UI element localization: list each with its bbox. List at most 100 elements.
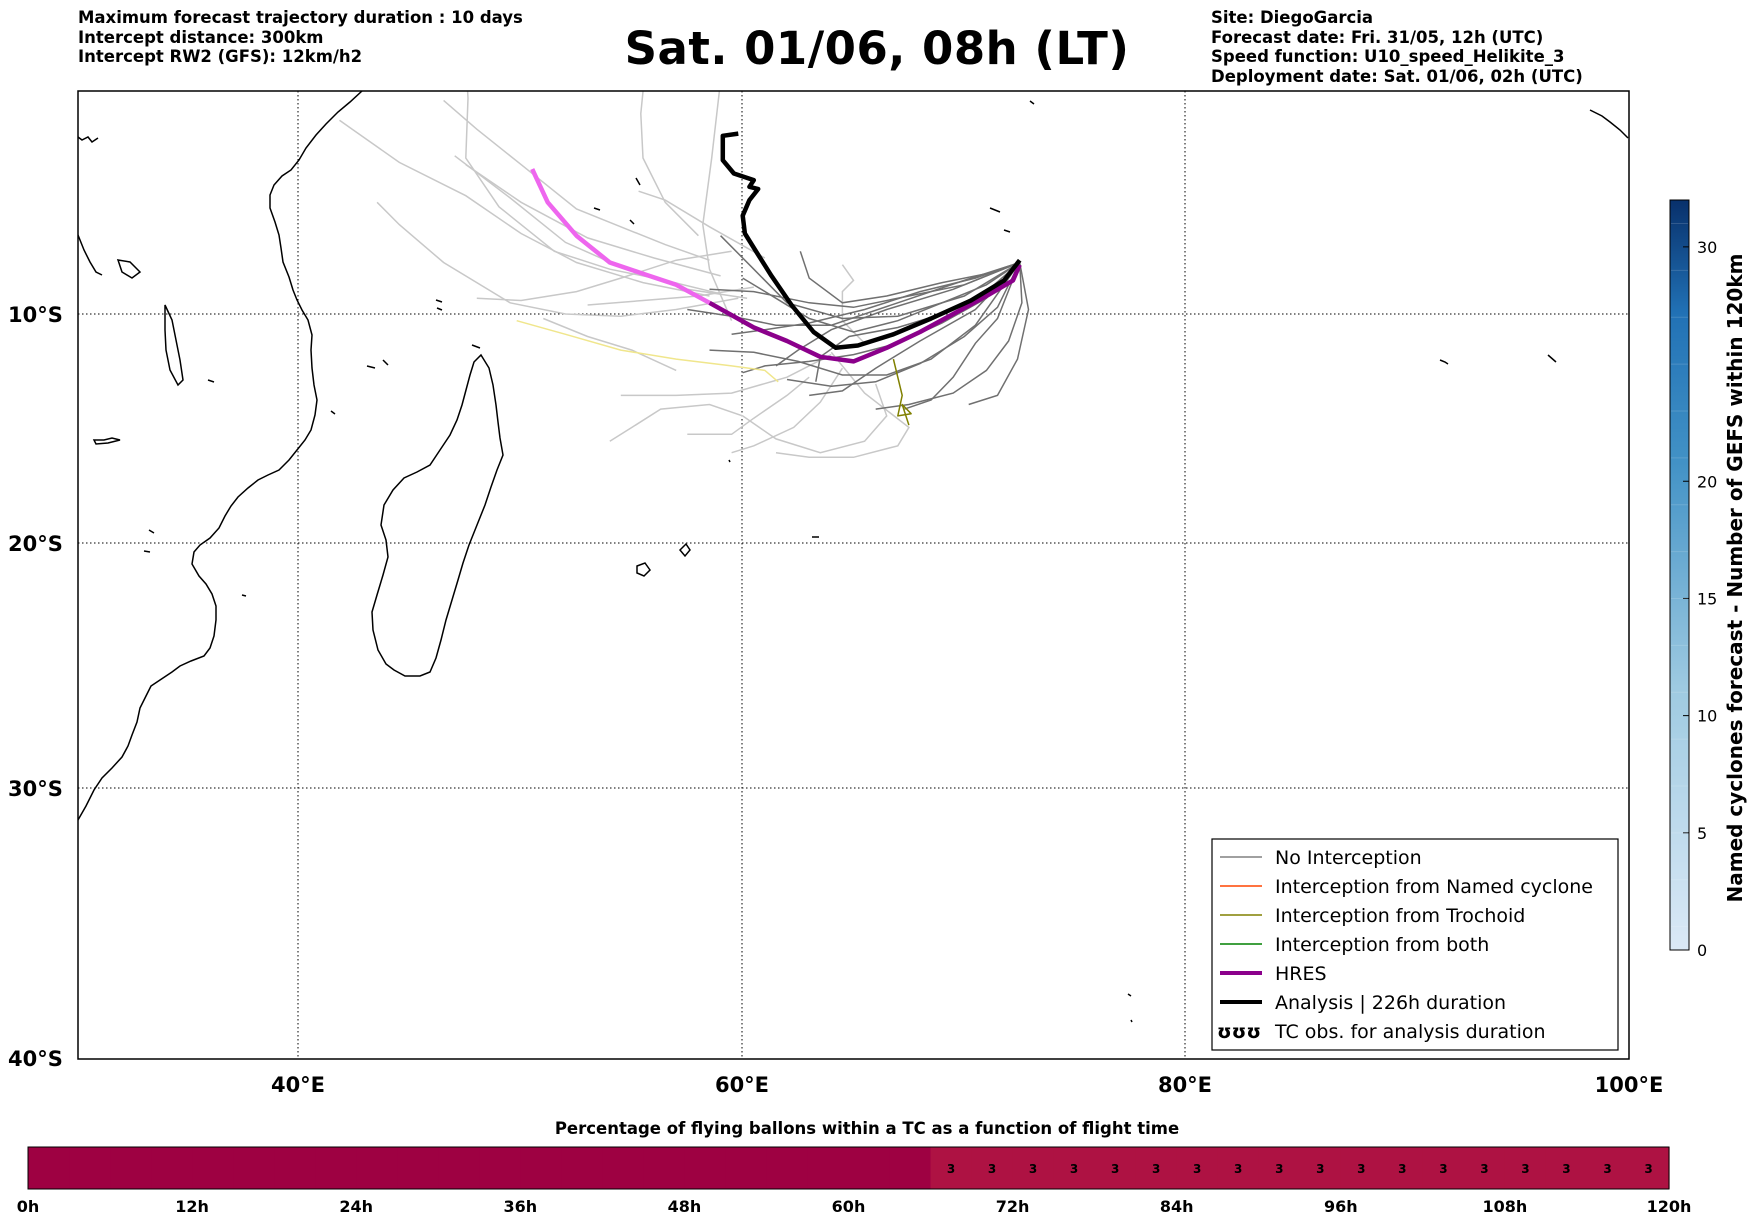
mauritius-island	[636, 562, 651, 577]
header-left-line: Intercept RW2 (GFS): 12km/h2	[78, 47, 363, 66]
ensemble-track-light	[775, 351, 910, 459]
coastlines	[78, 91, 1629, 1023]
axis-labels: 10°S 20°S 30°S 40°S 40°E 60°E 80°E 100°E	[8, 303, 1663, 1097]
tc-bar-value: 3	[1480, 1162, 1488, 1176]
tc-bar-cell	[1299, 1147, 1342, 1189]
ensemble-track-light	[476, 250, 732, 302]
ensemble-track-dark	[720, 235, 1021, 320]
tc-bar-value: 3	[1562, 1162, 1570, 1176]
tc-bar-value: 3	[1275, 1162, 1283, 1176]
tc-obs-label: TC obs. for analysis duration	[1274, 1021, 1546, 1043]
tc-bar-cell	[889, 1147, 932, 1189]
tc-bar-cell	[1012, 1147, 1055, 1189]
tc-bar-cell	[930, 1147, 973, 1189]
tc-bar-cell	[1422, 1147, 1465, 1189]
tc-bar-tick-label: 72h	[996, 1197, 1030, 1216]
tc-bar-cell	[1135, 1147, 1178, 1189]
ensemble-track-light	[587, 286, 754, 306]
ensemble-track-light	[638, 190, 766, 259]
y-tick-label: 40°S	[8, 1047, 63, 1071]
colorbar-gradient	[1669, 199, 1690, 951]
tc-bar-cell	[1545, 1147, 1588, 1189]
tc-bar-value: 3	[1029, 1162, 1037, 1176]
tc-bar-tick-label: 12h	[175, 1197, 209, 1216]
colorbar-label: Named cyclones forecast - Number of GEFS…	[1723, 254, 1747, 903]
tc-bar-value: 3	[1521, 1162, 1529, 1176]
ensemble-track-light	[609, 383, 888, 454]
ensemble-track-light	[543, 317, 677, 372]
tc-bar-tick-label: 108h	[1483, 1197, 1528, 1216]
tc-bar-cell	[397, 1147, 439, 1189]
tc-bar-cell	[561, 1147, 603, 1189]
lake-malawi	[92, 437, 121, 445]
comoros-islands	[330, 359, 389, 415]
tc-bar-cell	[69, 1147, 111, 1189]
tc-bar-value: 3	[947, 1162, 955, 1176]
header-right-line: Site: DiegoGarcia	[1211, 8, 1374, 27]
ensemble-track-light	[376, 201, 739, 317]
tc-bar-cell	[643, 1147, 686, 1189]
ensemble-track-light	[687, 376, 810, 436]
tc-bar-value: 3	[1111, 1162, 1119, 1176]
tc-bar-cell	[192, 1147, 234, 1189]
tc-obs-symbol: ʊʊʊ	[1217, 1021, 1261, 1043]
reunion-rodrigues	[678, 536, 819, 558]
tc-bar-cell	[233, 1147, 275, 1189]
legend-label: Analysis | 226h duration	[1275, 992, 1506, 1014]
tc-bar-cell	[1176, 1147, 1219, 1189]
interception-track	[516, 319, 779, 383]
legend-label: Interception from Trochoid	[1275, 905, 1525, 927]
y-tick-label: 20°S	[8, 532, 63, 556]
hres-track	[708, 263, 1022, 364]
header-right-line: Forecast date: Fri. 31/05, 12h (UTC)	[1211, 27, 1544, 47]
tc-bar-value: 3	[1234, 1162, 1242, 1176]
y-tick-label: 30°S	[8, 777, 63, 801]
gridlines	[78, 91, 1629, 1059]
tc-bar-cell	[807, 1147, 850, 1189]
tc-bar-value: 3	[1644, 1162, 1652, 1176]
tc-bar-cell	[848, 1147, 891, 1189]
tc-bar-cell	[520, 1147, 562, 1189]
tc-bar-cell	[151, 1147, 193, 1189]
lake-tanganyika	[164, 304, 184, 387]
ensemble-track-dark	[809, 261, 1021, 397]
maldives-chagos	[1439, 109, 1629, 365]
tc-bar-cell	[315, 1147, 357, 1189]
colorbar-tick-label: 5	[1697, 824, 1707, 843]
tc-bar-value: 3	[1398, 1162, 1406, 1176]
tc-bar-value: 3	[988, 1162, 996, 1176]
page-title: Sat. 01/06, 08h (LT)	[624, 22, 1130, 75]
tc-bar-cell	[479, 1147, 521, 1189]
seychelles-islands	[78, 234, 103, 276]
header-left-info: Maximum forecast trajectory duration : 1…	[78, 8, 523, 67]
tc-bar-cell	[725, 1147, 768, 1189]
ensemble-track-dark	[875, 262, 1023, 410]
tc-bar-tick-label: 24h	[339, 1197, 373, 1216]
tc-bar-value: 3	[1193, 1162, 1201, 1176]
tc-bar-value: 3	[1070, 1162, 1078, 1176]
tc-bar-value: 3	[1357, 1162, 1365, 1176]
ensemble-dark-tracks	[687, 235, 1030, 410]
tc-bar-cell	[602, 1147, 644, 1189]
tc-bar-cell	[1217, 1147, 1260, 1189]
ensemble-track-dark	[709, 262, 1021, 376]
colorbar-tick-label: 10	[1697, 707, 1717, 726]
africa-coastline	[78, 91, 363, 821]
tc-bar-cell	[28, 1147, 70, 1189]
tc-bar-tick-label: 0h	[17, 1197, 40, 1216]
ensemble-light-tracks	[339, 91, 910, 459]
legend-label: Interception from Named cyclone	[1275, 876, 1593, 898]
tc-bar-cell	[110, 1147, 152, 1189]
tc-bar-cell	[684, 1147, 727, 1189]
tc-bar-cell	[1053, 1147, 1096, 1189]
hres-track-early	[530, 168, 711, 305]
tc-bar-title: Percentage of flying ballons within a TC…	[555, 1119, 1179, 1138]
colorbar-tick-label: 30	[1697, 238, 1717, 257]
arabia-coastline	[78, 136, 99, 144]
lake-victoria	[116, 259, 142, 279]
tc-bar-tick-label: 120h	[1647, 1197, 1692, 1216]
tc-bar-tick-label: 36h	[503, 1197, 537, 1216]
tc-percentage-bar: Percentage of flying ballons within a TC…	[17, 1119, 1692, 1216]
y-tick-label: 10°S	[8, 303, 63, 327]
ensemble-track-light	[454, 155, 748, 300]
